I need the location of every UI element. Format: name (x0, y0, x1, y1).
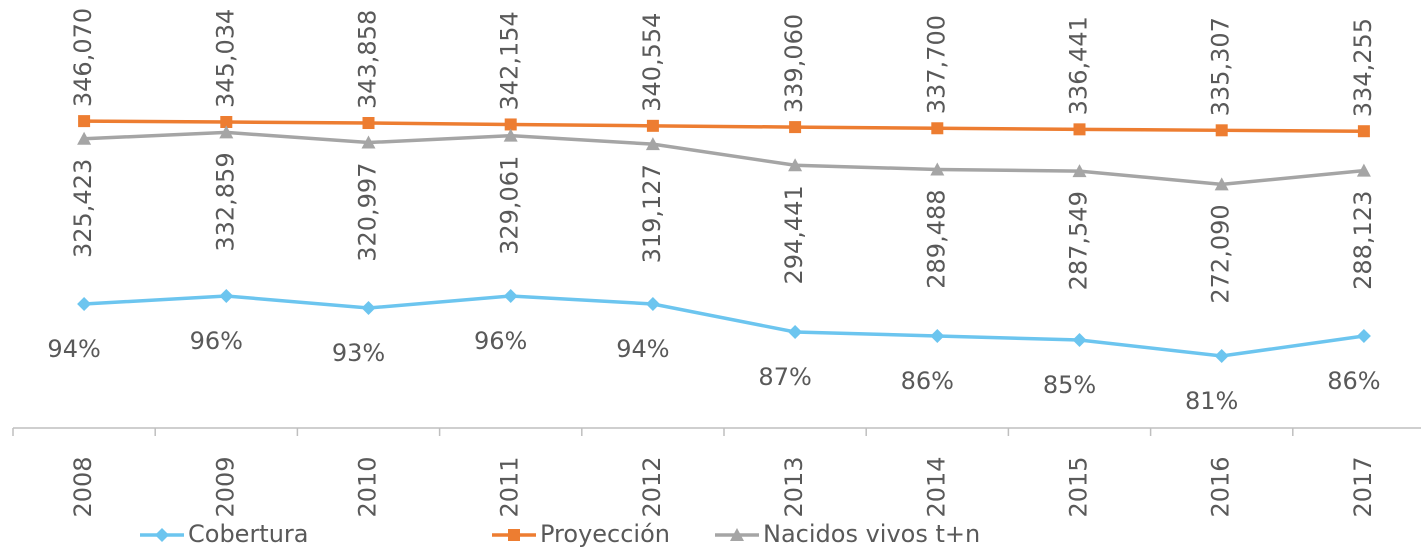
series-line (84, 294, 1365, 358)
x-tick-label: 2016 (1207, 456, 1235, 517)
data-point (1214, 349, 1229, 363)
data-point (1072, 333, 1087, 347)
data-point (503, 128, 518, 142)
data-point (504, 118, 517, 131)
data-point (361, 135, 376, 149)
legend-label: Proyección (540, 520, 670, 548)
x-tick-label: 2013 (780, 456, 808, 517)
data-label: 332,859 (211, 152, 239, 251)
data-label: 294,441 (780, 185, 808, 284)
data-label: 287,549 (1065, 191, 1093, 290)
x-tick-label: 2017 (1349, 456, 1377, 517)
data-point (930, 329, 945, 343)
data-point (77, 131, 92, 145)
data-label: 339,060 (780, 14, 808, 113)
x-tick-label: 2015 (1065, 456, 1093, 517)
data-label: 329,061 (496, 156, 524, 255)
data-label: 86% (901, 367, 954, 395)
x-tick-label: 2009 (211, 456, 239, 517)
data-label: 85% (1043, 371, 1096, 399)
data-point (789, 121, 802, 134)
data-label: 345,034 (211, 9, 239, 108)
data-label: 340,554 (638, 13, 666, 112)
data-label: 342,154 (496, 11, 524, 110)
data-point (1356, 329, 1371, 343)
data-point (1357, 125, 1370, 138)
x-tick-label: 2011 (496, 456, 524, 517)
x-tick-label: 2010 (354, 456, 382, 517)
data-label: 319,127 (638, 164, 666, 263)
data-point (930, 162, 945, 176)
data-label: 93% (332, 339, 385, 367)
x-tick-label: 2012 (638, 456, 666, 517)
data-point (1214, 177, 1229, 191)
legend-marker (155, 528, 169, 542)
data-label: 87% (758, 363, 811, 391)
data-label: 289,488 (922, 189, 950, 288)
data-label: 346,070 (69, 8, 97, 107)
data-point (220, 115, 233, 128)
data-point (645, 137, 660, 151)
data-label: 86% (1327, 367, 1380, 395)
data-point (646, 119, 659, 132)
series-line (84, 130, 1365, 187)
data-point (788, 325, 803, 339)
data-label: 337,700 (922, 15, 950, 114)
data-label: 335,307 (1207, 17, 1235, 116)
legend-label: Cobertura (188, 520, 309, 548)
data-point (219, 289, 234, 303)
series-line (84, 119, 1364, 133)
data-point (78, 115, 91, 128)
legend-label: Nacidos vivos t+n (763, 520, 980, 548)
x-tick-label: 2008 (69, 456, 97, 517)
data-point (361, 301, 376, 315)
legend-marker (508, 529, 520, 541)
data-label: 288,123 (1349, 191, 1377, 290)
legend-marker (730, 528, 744, 541)
data-label: 81% (1185, 387, 1238, 415)
data-point (645, 297, 660, 311)
data-point (219, 125, 234, 139)
data-point (1356, 163, 1371, 177)
data-point (1073, 123, 1086, 136)
data-point (362, 117, 375, 130)
data-label: 334,255 (1349, 18, 1377, 117)
data-label: 272,090 (1207, 204, 1235, 303)
data-point (931, 122, 944, 135)
data-label: 343,858 (354, 10, 382, 109)
data-label: 336,441 (1065, 16, 1093, 115)
data-label: 94% (616, 335, 669, 363)
data-label: 320,997 (354, 163, 382, 262)
data-point (503, 289, 518, 303)
data-point (788, 158, 803, 172)
x-tick-label: 2014 (922, 456, 950, 517)
data-point (1215, 124, 1228, 137)
data-point (1072, 164, 1087, 178)
data-point (77, 297, 92, 311)
data-label: 96% (190, 327, 243, 355)
data-label: 325,423 (69, 159, 97, 258)
data-label: 96% (474, 327, 527, 355)
data-label: 94% (47, 335, 100, 363)
